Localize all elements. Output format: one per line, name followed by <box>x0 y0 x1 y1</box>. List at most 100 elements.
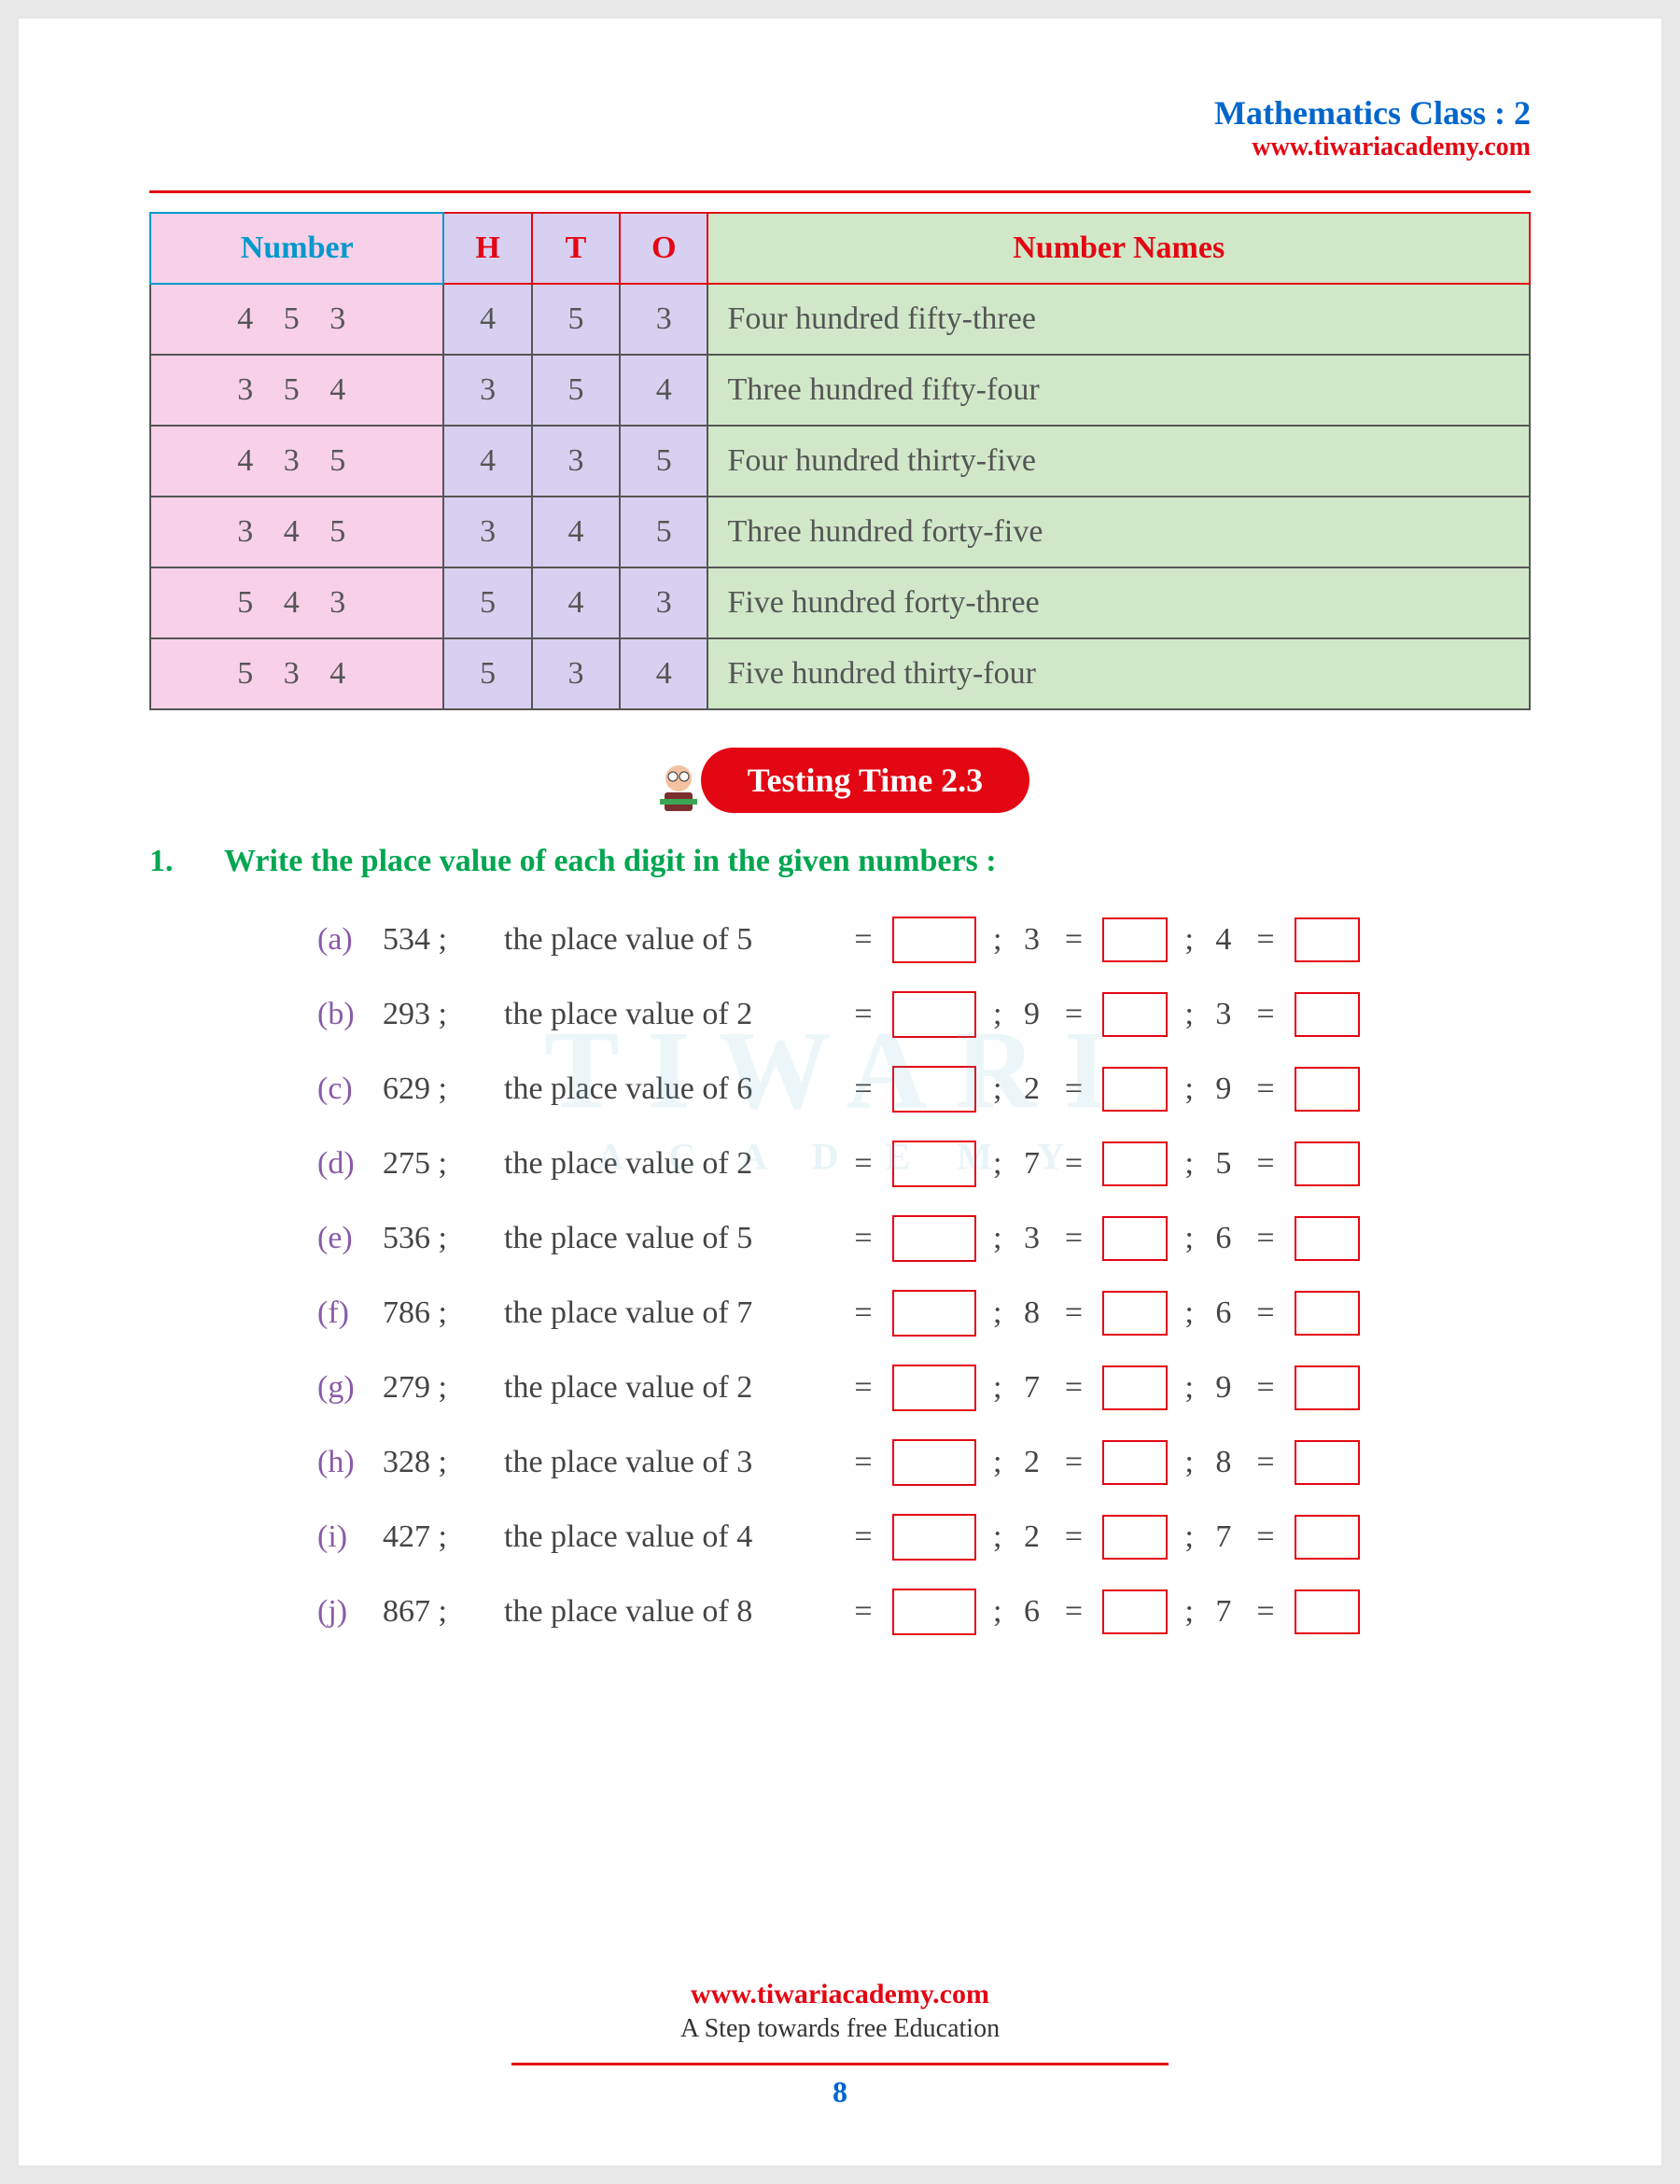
answer-box[interactable] <box>1102 1365 1168 1410</box>
banner-text: Testing Time 2.3 <box>701 748 1029 813</box>
item-phrase: the place value of 3 <box>504 1445 840 1480</box>
answer-box[interactable] <box>1102 1440 1168 1485</box>
separator: ; <box>993 1519 1001 1555</box>
answer-box[interactable] <box>1102 1589 1168 1634</box>
separator: ; <box>993 1445 1001 1480</box>
items-list: (a)534 ;the place value of 5=;3=;4=(b)29… <box>149 907 1531 1645</box>
answer-box[interactable] <box>1295 1067 1360 1112</box>
digit-val: 7 <box>1013 1146 1050 1182</box>
answer-box[interactable] <box>892 1215 976 1262</box>
equals-sign: = <box>840 1295 887 1331</box>
cell-t: 3 <box>532 426 620 497</box>
equals-sign: = <box>1050 1594 1097 1630</box>
answer-box[interactable] <box>892 1365 976 1411</box>
cell-number: 3 5 4 <box>150 355 443 426</box>
separator: ; <box>1184 1519 1193 1555</box>
digit-val: 6 <box>1013 1594 1050 1630</box>
answer-box[interactable] <box>1295 1515 1360 1560</box>
digit-val: 2 <box>1013 1071 1050 1107</box>
equals-sign: = <box>1050 1370 1097 1406</box>
cell-h: 4 <box>443 284 531 355</box>
item-phrase: the place value of 5 <box>504 922 840 958</box>
equals-sign: = <box>1242 1519 1289 1555</box>
table-header-row: Number H T O Number Names <box>150 213 1530 284</box>
answer-box[interactable] <box>1295 1216 1360 1261</box>
cell-name: Four hundred thirty-five <box>707 426 1530 497</box>
equals-sign: = <box>1242 997 1289 1032</box>
cell-t: 5 <box>532 284 620 355</box>
item-phrase: the place value of 8 <box>504 1594 840 1630</box>
answer-box[interactable] <box>1102 1216 1168 1261</box>
answer-box[interactable] <box>1102 1291 1168 1336</box>
answer-box[interactable] <box>892 1589 976 1635</box>
equals-sign: = <box>1242 1071 1289 1107</box>
cell-number: 4 3 5 <box>150 426 443 497</box>
th-number: Number <box>150 213 443 284</box>
equals-sign: = <box>1050 1295 1097 1331</box>
cell-number: 5 3 4 <box>150 638 443 709</box>
answer-box[interactable] <box>1102 992 1168 1037</box>
separator: ; <box>993 1221 1001 1256</box>
item-number: 293 ; <box>383 997 504 1032</box>
item-label: (c) <box>317 1071 383 1107</box>
answer-box[interactable] <box>1295 1365 1360 1410</box>
answer-box[interactable] <box>1295 1291 1360 1336</box>
item-number: 629 ; <box>383 1071 504 1107</box>
answer-box[interactable] <box>1102 1141 1168 1186</box>
answer-box[interactable] <box>892 1514 976 1561</box>
separator: ; <box>1184 1221 1193 1256</box>
equals-sign: = <box>840 1445 887 1480</box>
separator: ; <box>1184 922 1193 958</box>
equals-sign: = <box>1242 1221 1289 1256</box>
equals-sign: = <box>840 997 887 1032</box>
answer-box[interactable] <box>1295 1589 1360 1634</box>
answer-box[interactable] <box>1295 992 1360 1037</box>
item-phrase: the place value of 2 <box>504 1370 840 1406</box>
equals-sign: = <box>840 1146 887 1182</box>
answer-box[interactable] <box>1295 1141 1360 1186</box>
separator: ; <box>993 1370 1001 1406</box>
answer-box[interactable] <box>892 1141 976 1187</box>
separator: ; <box>993 1146 1001 1182</box>
exercise-item: (d)275 ;the place value of 2=;7=;5= <box>317 1131 1531 1197</box>
cell-o: 3 <box>620 284 707 355</box>
answer-box[interactable] <box>892 1439 976 1486</box>
table-row: 4 3 5435Four hundred thirty-five <box>150 426 1530 497</box>
answer-box[interactable] <box>892 917 976 963</box>
equals-sign: = <box>1242 1295 1289 1331</box>
answer-box[interactable] <box>1102 1515 1168 1560</box>
item-label: (a) <box>317 922 383 958</box>
item-number: 427 ; <box>383 1519 504 1555</box>
cell-number: 4 5 3 <box>150 284 443 355</box>
digit-val: 9 <box>1205 1071 1242 1107</box>
cell-o: 5 <box>620 497 707 567</box>
digit-val: 5 <box>1205 1146 1242 1182</box>
answer-box[interactable] <box>892 1290 976 1337</box>
cell-name: Five hundred thirty-four <box>707 638 1530 709</box>
separator: ; <box>1184 1146 1193 1182</box>
cell-h: 3 <box>443 497 531 567</box>
item-number: 275 ; <box>383 1146 504 1182</box>
item-number: 534 ; <box>383 922 504 958</box>
cell-h: 5 <box>443 638 531 709</box>
answer-box[interactable] <box>1295 917 1360 962</box>
item-label: (i) <box>317 1519 383 1555</box>
digit-val: 2 <box>1013 1445 1050 1480</box>
mascot-icon <box>651 760 707 816</box>
digit-val: 7 <box>1013 1370 1050 1406</box>
cell-name: Three hundred forty-five <box>707 497 1530 567</box>
exercise-item: (j)867 ;the place value of 8=;6=;7= <box>317 1579 1531 1645</box>
separator: ; <box>1184 1445 1193 1480</box>
page-header: Mathematics Class : 2 www.tiwariacademy.… <box>149 93 1531 162</box>
answer-box[interactable] <box>1102 1067 1168 1112</box>
digit-val: 9 <box>1205 1370 1242 1406</box>
equals-sign: = <box>840 922 887 958</box>
cell-h: 5 <box>443 567 531 638</box>
footer-url: www.tiwariacademy.com <box>19 1979 1661 2010</box>
answer-box[interactable] <box>892 991 976 1038</box>
th-t: T <box>532 213 620 284</box>
answer-box[interactable] <box>892 1066 976 1113</box>
answer-box[interactable] <box>1102 917 1168 962</box>
answer-box[interactable] <box>1295 1440 1360 1485</box>
item-number: 279 ; <box>383 1370 504 1406</box>
